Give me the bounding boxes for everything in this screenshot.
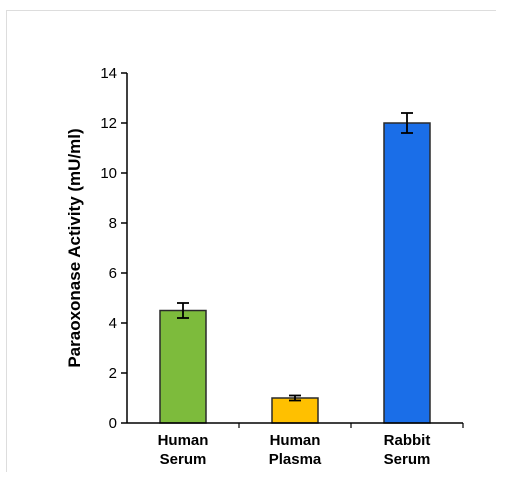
y-tick-label: 6 — [109, 265, 117, 282]
x-category-label: Rabbit Serum — [384, 432, 431, 468]
y-tick-label: 4 — [109, 315, 117, 332]
x-category-label: Human Plasma — [269, 432, 322, 468]
y-tick-label: 14 — [100, 65, 117, 82]
y-axis-ticks: 0 2 4 6 8 10 12 14 — [100, 65, 127, 432]
bar — [271, 397, 319, 424]
category-labels: Human Serum Human Plasma Rabbit Serum — [158, 432, 431, 468]
y-tick-label: 12 — [100, 115, 117, 132]
x-category-label: Human Serum — [158, 432, 209, 468]
bar — [159, 309, 207, 424]
y-tick-label: 0 — [109, 415, 117, 432]
error-bar — [177, 302, 189, 319]
y-tick-label: 10 — [100, 165, 117, 182]
y-tick-label: 2 — [109, 365, 117, 382]
error-bar — [289, 394, 301, 402]
error-bars — [177, 112, 464, 428]
bars — [159, 122, 431, 424]
y-axis-title: Paraoxonase Activity (mU/ml) — [65, 128, 84, 367]
y-tick-label: 8 — [109, 215, 117, 232]
axes — [126, 73, 463, 424]
bar — [383, 122, 431, 424]
error-bar — [401, 112, 413, 134]
